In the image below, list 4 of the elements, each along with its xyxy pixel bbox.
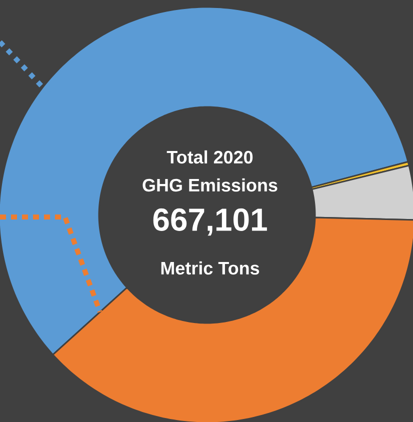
text: 667,101 (153, 208, 267, 236)
text: GHG Emissions (142, 178, 278, 192)
text: Total 2020 (166, 150, 253, 164)
text: Metric Tons (161, 261, 260, 275)
